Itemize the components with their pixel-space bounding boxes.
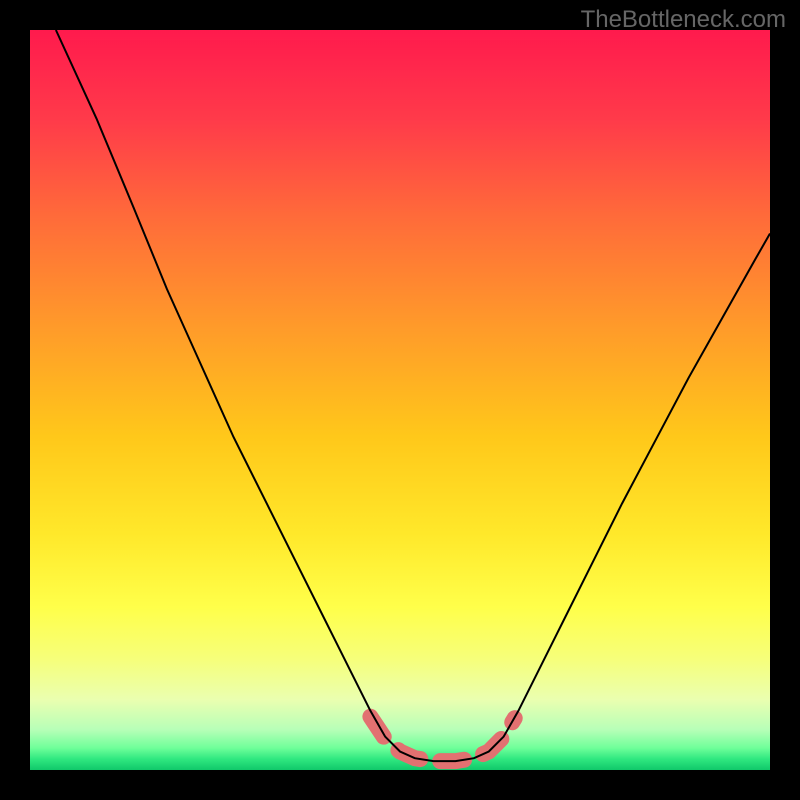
chart-stage: TheBottleneck.com	[0, 0, 800, 800]
watermark-text: TheBottleneck.com	[581, 6, 786, 34]
bottleneck-chart	[0, 0, 800, 800]
plot-gradient-background	[30, 30, 770, 770]
